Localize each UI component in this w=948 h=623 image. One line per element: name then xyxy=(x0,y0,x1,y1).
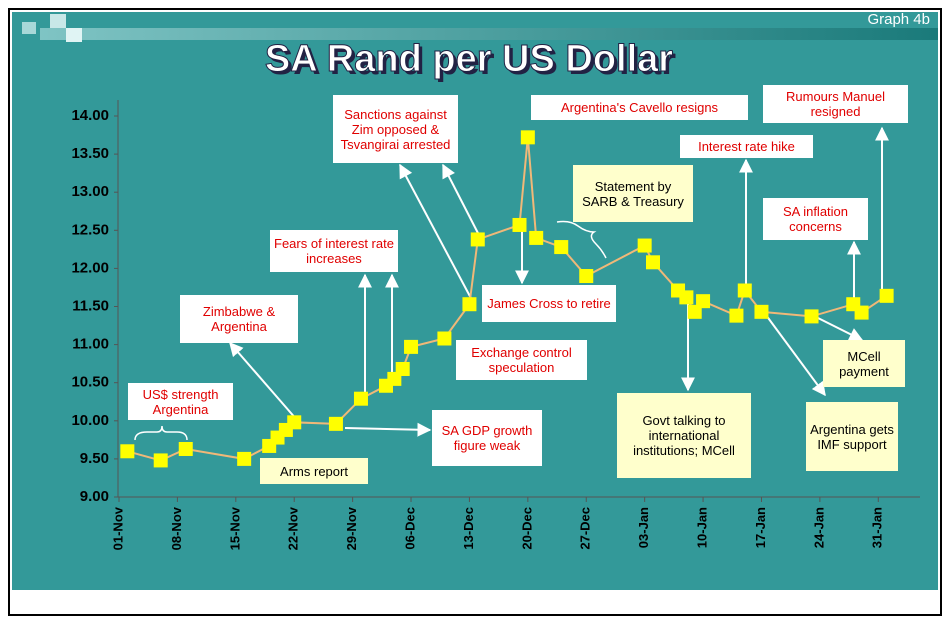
marker xyxy=(754,304,769,319)
x-tick-label: 20-Dec xyxy=(519,507,534,550)
annotation: Rumours Manuel resigned xyxy=(763,85,908,123)
annotation: SA inflation concerns xyxy=(763,198,868,240)
annotation: Exchange control speculation xyxy=(456,340,587,380)
y-tick-label: 10.00 xyxy=(71,412,109,429)
marker xyxy=(679,290,694,305)
x-tick-label: 08-Nov xyxy=(169,506,184,550)
annotation: Sanctions against Zim opposed & Tsvangir… xyxy=(333,95,458,163)
marker xyxy=(520,130,535,145)
annotation: Statement by SARB & Treasury xyxy=(573,165,693,222)
marker xyxy=(328,416,343,431)
annotation: James Cross to retire xyxy=(482,285,616,322)
marker xyxy=(120,444,135,459)
marker xyxy=(237,451,252,466)
x-tick-label: 24-Jan xyxy=(811,507,826,548)
deco xyxy=(66,28,82,42)
marker xyxy=(395,361,410,376)
x-tick-label: 17-Jan xyxy=(753,507,768,548)
marker xyxy=(737,283,752,298)
marker xyxy=(879,288,894,303)
marker xyxy=(470,232,485,247)
marker xyxy=(637,238,652,253)
chart-title: SA Rand per US Dollar xyxy=(265,38,673,80)
deco xyxy=(50,14,66,28)
annotation: Argentina gets IMF support xyxy=(806,402,898,471)
y-tick-label: 9.50 xyxy=(80,450,109,467)
arrow xyxy=(344,422,432,437)
y-tick-label: 10.50 xyxy=(71,374,109,391)
annotation: US$ strength Argentina xyxy=(128,383,233,420)
marker xyxy=(729,308,744,323)
marker xyxy=(646,255,660,270)
y-tick-label: 12.50 xyxy=(71,221,109,238)
arrow xyxy=(762,310,826,397)
y-tick-label: 14.00 xyxy=(71,107,109,124)
title-shadow: SA Rand per US Dollar xyxy=(268,41,676,83)
brace xyxy=(556,220,607,259)
arrow xyxy=(229,341,298,421)
graph-label: Graph 4b xyxy=(867,11,930,28)
x-tick-label: 06-Dec xyxy=(402,507,417,550)
x-tick-label: 31-Jan xyxy=(870,507,885,548)
annotation: Interest rate hike xyxy=(680,135,813,158)
arrow xyxy=(813,315,864,341)
marker xyxy=(404,339,419,354)
x-tick-label: 03-Jan xyxy=(636,507,651,548)
top-strip xyxy=(40,28,938,40)
annotation: Arms report xyxy=(260,458,368,484)
marker xyxy=(804,309,819,324)
y-tick-label: 12.00 xyxy=(71,259,109,276)
annotation: SA GDP growth figure weak xyxy=(432,410,542,466)
marker xyxy=(353,391,368,406)
x-tick-label: 29-Nov xyxy=(344,506,359,550)
marker xyxy=(529,230,544,245)
y-tick-label: 13.50 xyxy=(71,145,109,162)
y-tick-label: 11.50 xyxy=(72,297,109,314)
arrow xyxy=(442,163,482,240)
annotation: MCell payment xyxy=(823,340,905,387)
x-tick-label: 27-Dec xyxy=(578,507,593,550)
marker xyxy=(579,269,594,284)
marker xyxy=(554,240,569,255)
marker xyxy=(178,441,193,456)
annotation: Fears of interest rate increases xyxy=(270,230,398,272)
marker xyxy=(696,294,711,309)
brace xyxy=(134,425,188,441)
marker xyxy=(854,305,869,320)
y-tick-label: 11.00 xyxy=(72,336,109,353)
marker xyxy=(687,304,702,319)
x-tick-label: 01-Nov xyxy=(110,506,125,550)
marker xyxy=(437,331,452,346)
annotation: Argentina's Cavello resigns xyxy=(531,95,748,120)
marker xyxy=(462,297,477,312)
deco xyxy=(22,22,36,34)
marker xyxy=(153,453,168,468)
x-tick-label: 10-Jan xyxy=(695,507,710,548)
x-tick-label: 22-Nov xyxy=(286,506,301,550)
x-tick-label: 13-Dec xyxy=(461,507,476,550)
x-tick-label: 15-Nov xyxy=(227,506,242,550)
y-tick-label: 9.00 xyxy=(80,488,109,505)
y-tick-label: 13.00 xyxy=(71,183,109,200)
annotation: Zimbabwe & Argentina xyxy=(180,295,298,343)
arrow xyxy=(399,163,474,303)
marker xyxy=(512,217,527,232)
annotation: Govt talking to international institutio… xyxy=(617,393,751,478)
marker xyxy=(287,415,302,430)
